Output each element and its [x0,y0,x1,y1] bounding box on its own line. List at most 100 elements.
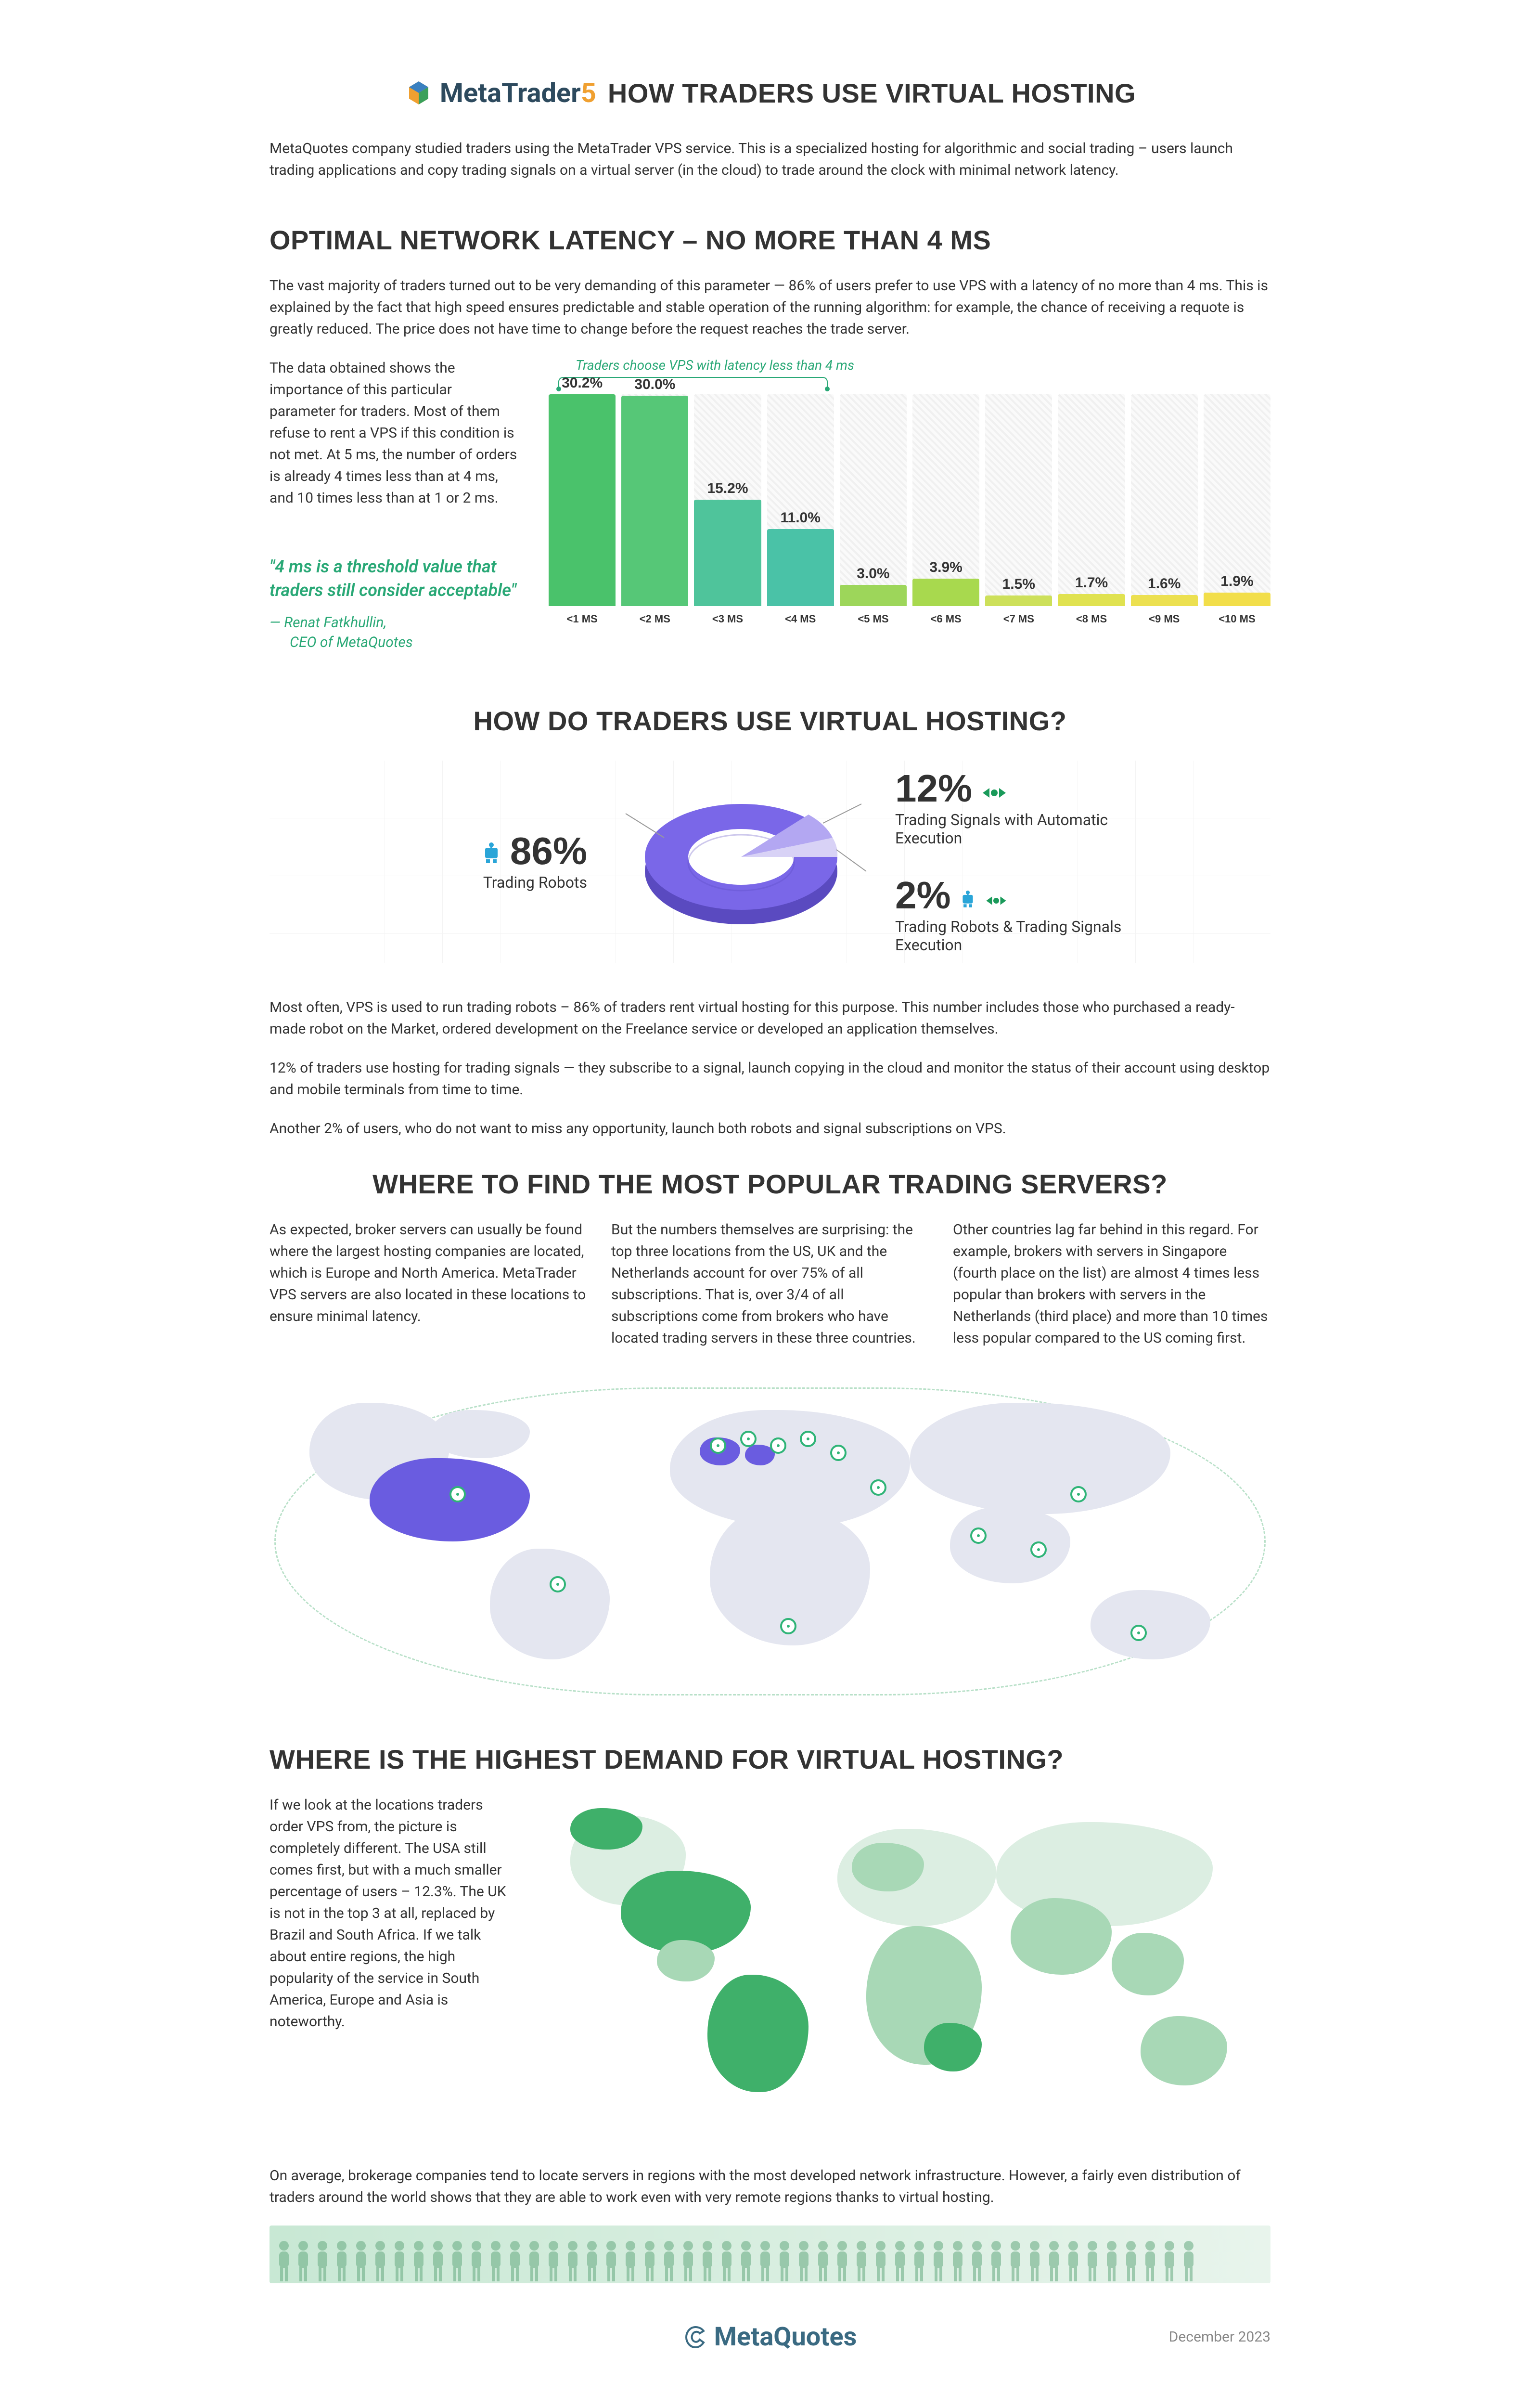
bar-col: 11.0% <4 MS [767,394,834,625]
latency-title: OPTIMAL NETWORK LATENCY – NO MORE THAN 4… [270,224,1270,256]
person-icon [275,2240,293,2283]
person-icon [295,2240,312,2283]
mq-icon [683,2325,707,2349]
latency-side-p: The data obtained shows the importance o… [270,357,520,509]
stat-2-label: Trading Robots & Trading Signals Executi… [895,918,1165,954]
bar-label: <1 MS [567,613,598,625]
bar-label: <4 MS [785,613,816,625]
person-icon [1045,2240,1063,2283]
bar-label: <7 MS [1003,613,1034,625]
person-icon [911,2240,928,2283]
usage-p2: 12% of traders use hosting for trading s… [270,1057,1270,1100]
person-icon [757,2240,774,2283]
bar-col: 30.2%<1 MS [549,394,616,625]
bar-value: 1.7% [1058,575,1125,591]
bar-col: 1.9% <10 MS [1204,394,1270,625]
person-icon [352,2240,370,2283]
bar-value: 3.9% [912,559,979,576]
person-icon [1103,2240,1120,2283]
person-icon [660,2240,678,2283]
person-icon [891,2240,909,2283]
person-icon [641,2240,658,2283]
person-icon [583,2240,601,2283]
usage-p3: Another 2% of users, who do not want to … [270,1118,1270,1139]
person-icon [1142,2240,1159,2283]
demand-row: If we look at the locations traders orde… [270,1794,1270,2141]
person-icon [1122,2240,1140,2283]
bar-value: 30.2% [549,375,616,391]
signal-icon [985,893,1008,908]
bar-value: 15.2% [694,480,761,497]
person-icon [506,2240,524,2283]
metaquotes-logo: MetaQuotes [683,2322,857,2352]
person-icon [737,2240,755,2283]
stat-12-label: Trading Signals with Automatic Execution [895,811,1165,847]
quote-block: "4 ms is a threshold value that traders … [270,555,520,652]
person-icon [1065,2240,1082,2283]
donut-left-stat: 86% Trading Robots [375,832,587,892]
bar-value: 1.6% [1131,576,1198,592]
servers-title: WHERE TO FIND THE MOST POPULAR TRADING S… [270,1168,1270,1200]
signal-icon [981,784,1008,802]
person-icon [872,2240,889,2283]
page-title: HOW TRADERS USE VIRTUAL HOSTING [608,78,1136,109]
bar-label: <9 MS [1149,613,1180,625]
person-icon [603,2240,620,2283]
stat-86: 86% [510,832,587,870]
bar-col: 30.0%<2 MS [621,394,688,625]
robot-icon [960,889,976,908]
person-icon [314,2240,331,2283]
intro-paragraph: MetaQuotes company studied traders using… [270,138,1270,181]
quote-attr1: — Renat Fatkhullin, [270,613,520,633]
servers-c2: But the numbers themselves are surprisin… [611,1219,929,1349]
person-icon [776,2240,793,2283]
person-icon [449,2240,466,2283]
person-icon [853,2240,870,2283]
person-icon [545,2240,562,2283]
person-icon [680,2240,697,2283]
bar-value: 1.9% [1204,573,1270,590]
person-icon [718,2240,735,2283]
servers-columns: As expected, broker servers can usually … [270,1219,1270,1349]
bar-col: 1.5%<7 MS [985,394,1052,625]
bar-col: 3.9% <6 MS [912,394,979,625]
donut-chart [606,761,876,963]
demand-map [549,1794,1270,2141]
robot-icon [481,841,501,864]
bar-col: 1.6% <9 MS [1131,394,1198,625]
bar-label: <10 MS [1219,613,1255,625]
person-icon [968,2240,986,2283]
bar-label: <6 MS [931,613,962,625]
servers-c3: Other countries lag far behind in this r… [953,1219,1270,1349]
logo-text: MetaTrader5 [440,77,596,109]
latency-p1: The vast majority of traders turned out … [270,275,1270,340]
quote-attr2: CEO of MetaQuotes [270,633,520,653]
bar-label: <2 MS [640,613,670,625]
person-icon [930,2240,947,2283]
person-icon [1180,2240,1197,2283]
metatrader-logo: MetaTrader5 [404,77,596,109]
bar-value: 30.0% [621,376,688,393]
bar-value: 11.0% [767,510,834,526]
person-icon [391,2240,408,2283]
mt5-icon [404,78,433,107]
person-icon [1084,2240,1101,2283]
stat-12: 12% [895,769,972,808]
person-icon [468,2240,485,2283]
chart-caption: Traders choose VPS with latency less tha… [549,357,1270,373]
stat-86-label: Trading Robots [375,873,587,892]
person-icon [988,2240,1005,2283]
person-icon [487,2240,504,2283]
stat-2: 2% [895,876,951,915]
donut-right-stat-2: 2% Trading Robots & Trading Signals Exec… [895,876,1165,954]
demand-p-after: On average, brokerage companies tend to … [270,2165,1270,2208]
person-icon [699,2240,716,2283]
bar-value: 3.0% [840,566,907,582]
usage-title: HOW DO TRADERS USE VIRTUAL HOSTING? [270,705,1270,737]
bar-col: 3.0%<5 MS [840,394,907,625]
person-icon [1161,2240,1178,2283]
person-icon [1026,2240,1043,2283]
person-icon [795,2240,812,2283]
person-icon [814,2240,832,2283]
person-icon [564,2240,581,2283]
